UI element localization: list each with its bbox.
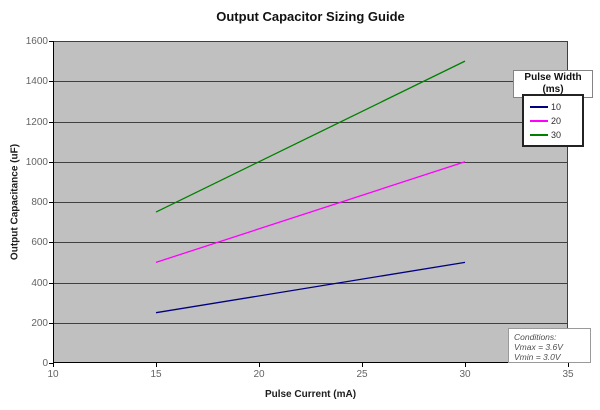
y-tick-label: 1400: [25, 76, 48, 88]
legend-line-swatch: [530, 120, 548, 122]
series-line-20ms: [155, 161, 466, 263]
legend-line-swatch: [530, 106, 548, 108]
y-tick-label: 400: [31, 277, 48, 289]
series-line-10ms: [155, 261, 466, 314]
x-tick-label: 10: [47, 369, 59, 380]
chart-title: Output Capacitor Sizing Guide: [216, 9, 405, 24]
y-tick-label: 1200: [25, 116, 48, 128]
conditions-annotation: Conditions: Vmax = 3.6V Vmin = 3.0V: [508, 328, 591, 363]
legend-entry: 30: [530, 128, 578, 142]
legend-title-line1: Pulse Width: [524, 72, 582, 83]
x-tick-label: 15: [150, 369, 162, 380]
x-tick-label: 20: [253, 369, 265, 380]
legend-title-line2: (ms): [542, 84, 564, 95]
y-tick-label: 1600: [25, 36, 48, 47]
conditions-line: Vmax = 3.6V: [514, 342, 563, 352]
plot-area: [49, 41, 569, 367]
y-tick-label: 600: [31, 237, 48, 249]
y-tick-label: 800: [31, 197, 48, 208]
legend-line-swatch: [530, 134, 548, 136]
y-tick-label: 1000: [25, 156, 48, 168]
x-tick-label: 25: [356, 369, 368, 380]
legend-entry: 10: [530, 100, 578, 114]
legend-entries: 10 20 30: [522, 94, 584, 147]
x-tick-label: 35: [562, 369, 574, 380]
y-tick-label: 200: [31, 317, 48, 329]
plot-svg: [49, 41, 569, 367]
conditions-line: Conditions:: [514, 332, 557, 342]
legend-entry-label: 30: [551, 130, 562, 140]
series-line-30ms: [155, 60, 466, 213]
x-axis-title: Pulse Current (mA): [264, 389, 357, 400]
legend-entry: 20: [530, 114, 578, 128]
conditions-line: Vmin = 3.0V: [514, 352, 561, 362]
legend-entry-label: 10: [551, 102, 562, 112]
y-tick-label: 0: [42, 358, 48, 369]
x-tick-label: 30: [459, 369, 471, 380]
legend-entry-label: 20: [551, 116, 562, 126]
